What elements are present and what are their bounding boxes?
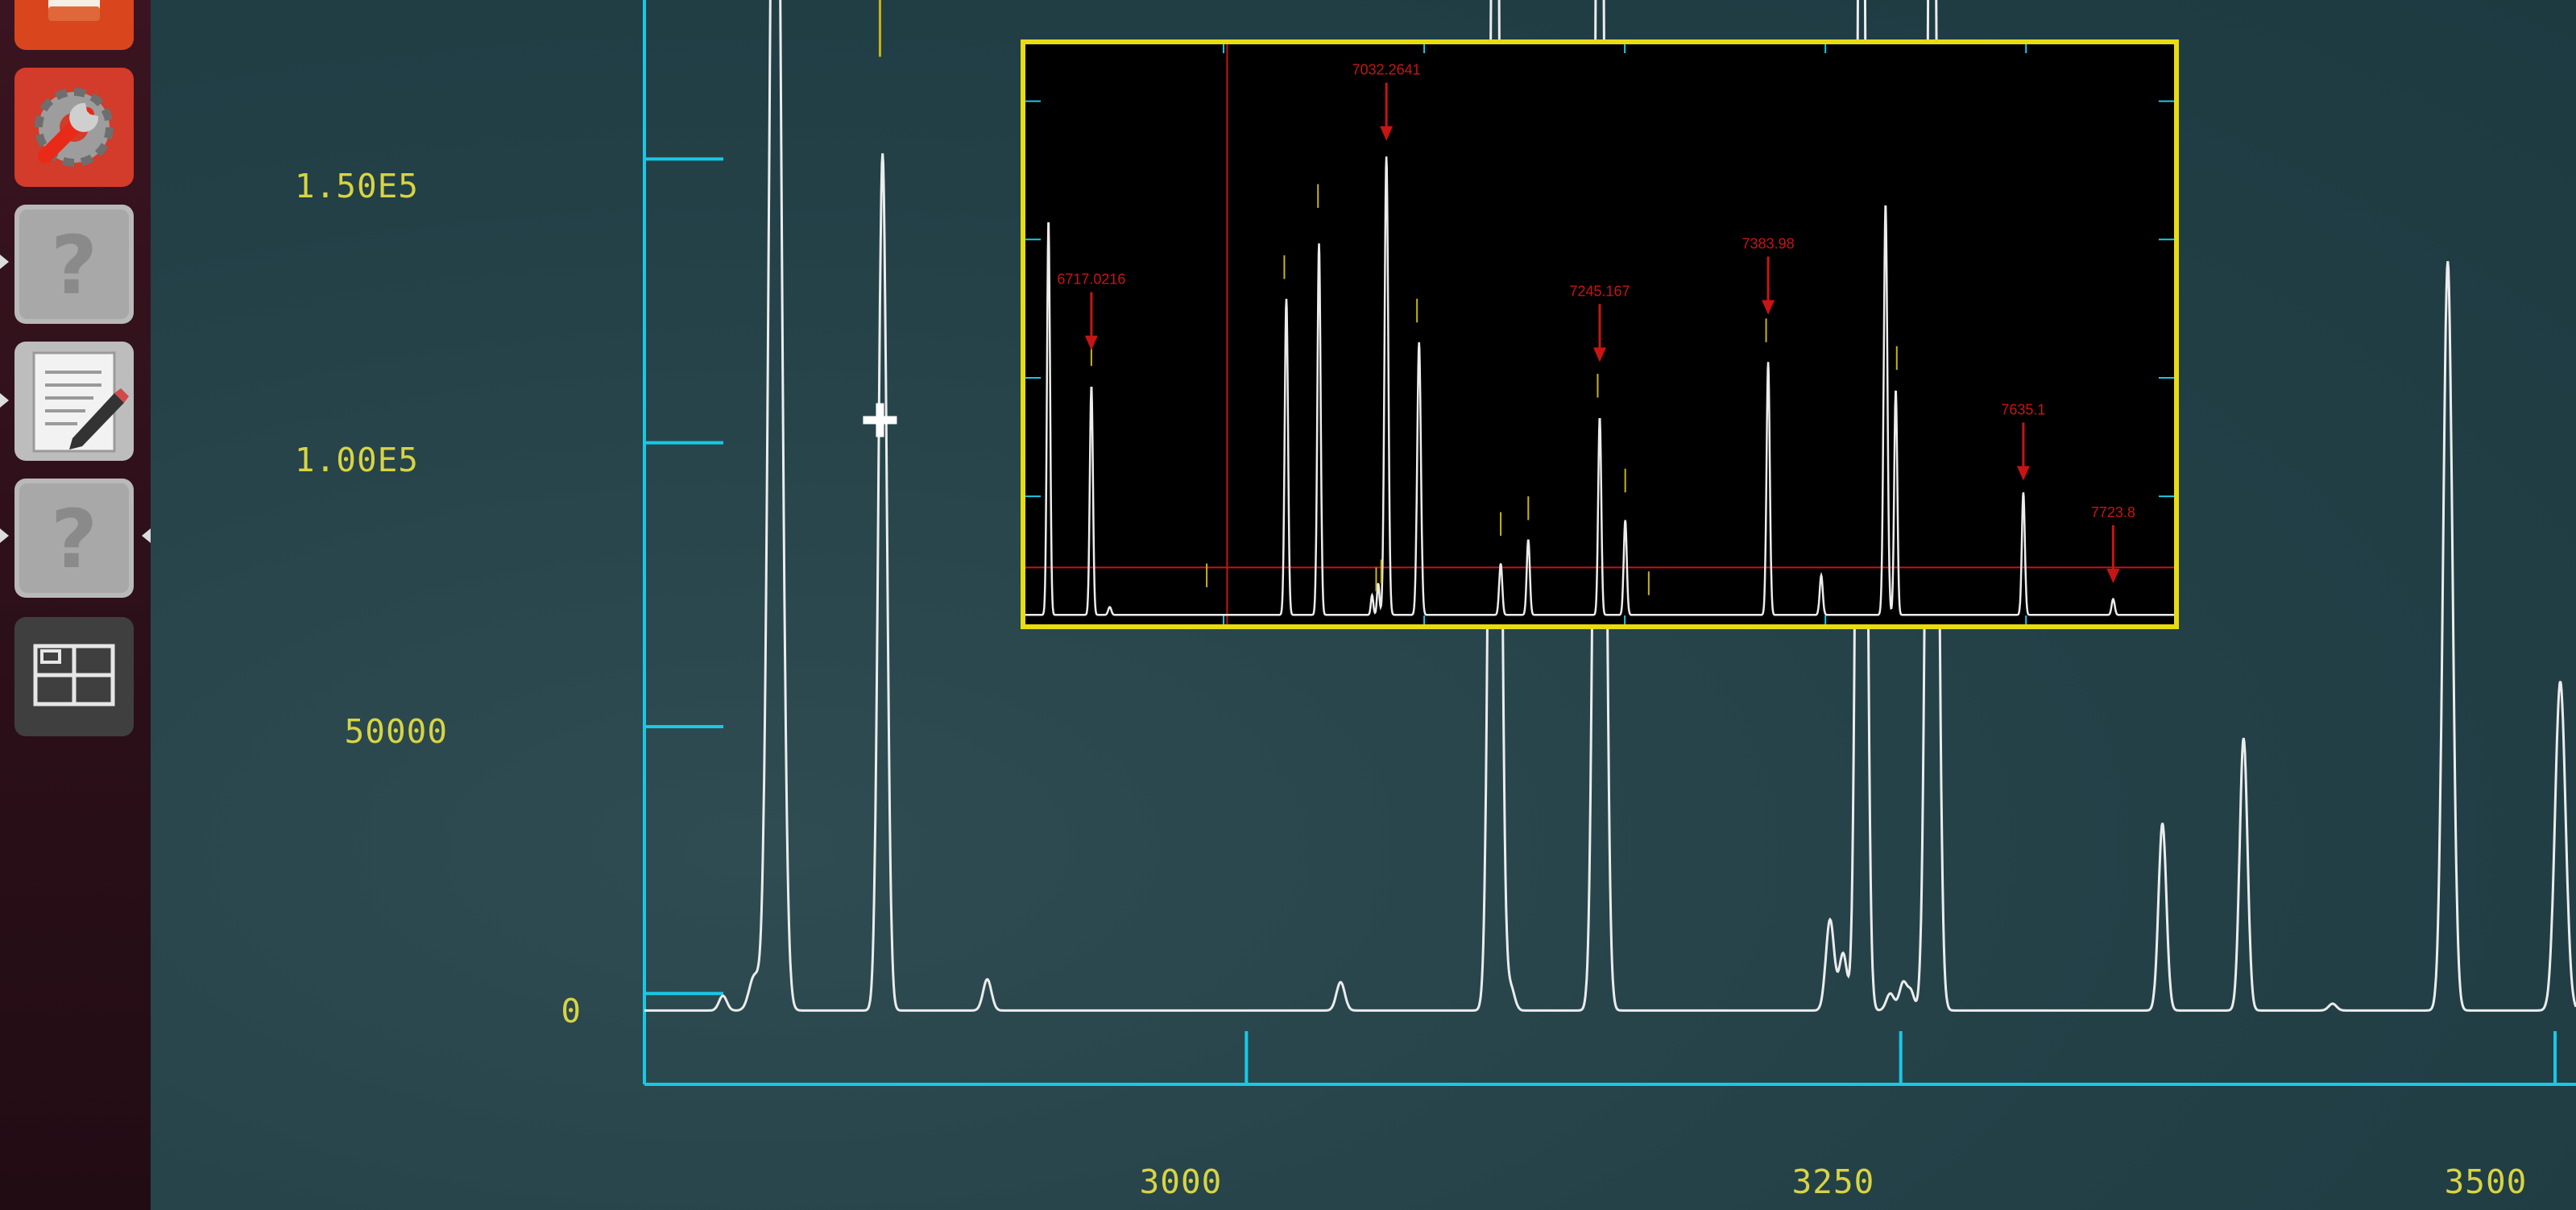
running-indicator bbox=[0, 255, 9, 269]
annotation-arrowhead bbox=[2016, 466, 2030, 481]
annotation-label: 7383.98 bbox=[1742, 235, 1795, 251]
unknown-app-icon: ? bbox=[14, 479, 134, 598]
workspace-switcher-icon bbox=[14, 617, 134, 736]
crosshair-cursor bbox=[863, 403, 897, 437]
annotation-arrowhead bbox=[1593, 347, 1606, 363]
launcher: ? ? bbox=[0, 0, 151, 1210]
running-indicator bbox=[0, 528, 9, 543]
annotation-arrowhead bbox=[1380, 126, 1394, 141]
unknown-app-button-1[interactable]: ? bbox=[13, 203, 135, 325]
ubuntu-software-button[interactable] bbox=[13, 0, 135, 52]
inset-frame bbox=[1021, 39, 2179, 629]
y-tick-label: 50000 bbox=[344, 712, 448, 751]
svg-text:?: ? bbox=[51, 218, 97, 313]
y-tick-label: 1.50E5 bbox=[294, 167, 419, 205]
unknown-app-icon: ? bbox=[14, 205, 134, 324]
spectrum-trace bbox=[644, 0, 2576, 1012]
svg-text:?: ? bbox=[51, 492, 97, 586]
annotation-label: 7032.2641 bbox=[1352, 62, 1421, 78]
unknown-app-button-2[interactable]: ? bbox=[13, 477, 135, 599]
annotation-label: 6717.0216 bbox=[1057, 271, 1125, 288]
y-tick-label: 0 bbox=[561, 992, 582, 1030]
annotation-arrowhead bbox=[1084, 335, 1098, 350]
running-indicator bbox=[0, 393, 9, 408]
x-tick-label: 3250 bbox=[1791, 1162, 1875, 1201]
text-editor-button[interactable] bbox=[13, 340, 135, 462]
annotation-label: 7723.8 bbox=[2091, 504, 2135, 520]
focused-indicator bbox=[142, 528, 151, 543]
y-tick-label: 1.00E5 bbox=[294, 441, 419, 479]
x-tick-label: 3000 bbox=[1139, 1162, 1223, 1201]
system-settings-button[interactable] bbox=[13, 66, 135, 189]
annotation-arrowhead bbox=[1762, 300, 1775, 315]
ubuntu-software-icon bbox=[14, 0, 134, 50]
annotation-arrowhead bbox=[2106, 569, 2120, 584]
x-tick-label: 3500 bbox=[2444, 1162, 2528, 1201]
workspace-switcher-button[interactable] bbox=[13, 615, 135, 738]
annotation-label: 7245.167 bbox=[1569, 283, 1630, 299]
text-editor-icon bbox=[14, 342, 134, 461]
annotation-label: 7635.1 bbox=[2001, 402, 2045, 418]
system-settings-icon bbox=[14, 68, 134, 187]
inset-spectrum-trace bbox=[1023, 156, 2176, 616]
